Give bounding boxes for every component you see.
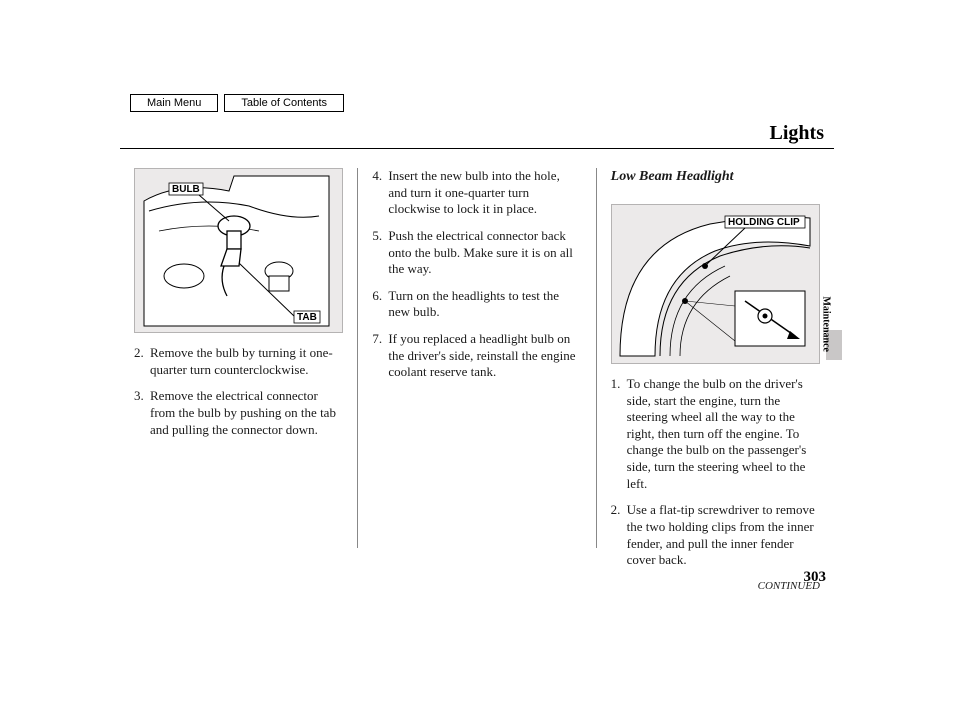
- title-rule: [120, 148, 834, 149]
- figure-holding-clip: HOLDING CLIP: [611, 204, 820, 364]
- step-number: 7.: [372, 331, 388, 381]
- fig-label-clip: HOLDING CLIP: [728, 217, 800, 228]
- content-columns: BULB TAB 2. Remove the bulb by turning i…: [120, 168, 834, 548]
- nav-buttons: Main Menu Table of Contents: [130, 94, 344, 112]
- column-2: 4. Insert the new bulb into the hole, an…: [357, 168, 596, 548]
- list-item: 3. Remove the electrical connector from …: [134, 388, 343, 438]
- main-menu-button[interactable]: Main Menu: [130, 94, 218, 112]
- list-item: 2. Use a flat-tip screwdriver to remove …: [611, 502, 820, 569]
- step-text: Use a flat-tip screwdriver to remove the…: [627, 502, 820, 569]
- list-item: 4. Insert the new bulb into the hole, an…: [372, 168, 581, 218]
- step-number: 1.: [611, 376, 627, 492]
- step-number: 5.: [372, 228, 388, 278]
- fig-label-tab: TAB: [297, 312, 317, 323]
- list-item: 1. To change the bulb on the driver's si…: [611, 376, 820, 492]
- list-item: 6. Turn on the headlights to test the ne…: [372, 288, 581, 321]
- step-text: Turn on the headlights to test the new b…: [388, 288, 581, 321]
- bulb-diagram-icon: BULB TAB: [139, 171, 339, 331]
- step-number: 2.: [134, 345, 150, 378]
- column-1: BULB TAB 2. Remove the bulb by turning i…: [120, 168, 357, 548]
- step-number: 4.: [372, 168, 388, 218]
- list-item: 2. Remove the bulb by turning it one-qua…: [134, 345, 343, 378]
- toc-button[interactable]: Table of Contents: [224, 94, 344, 112]
- step-text: Remove the bulb by turning it one-quarte…: [150, 345, 343, 378]
- fig-label-bulb: BULB: [172, 184, 200, 195]
- figure-bulb-tab: BULB TAB: [134, 168, 343, 333]
- step-number: 3.: [134, 388, 150, 438]
- page-title: Lights: [770, 122, 824, 145]
- column-3: Low Beam Headlight HOLDING: [597, 168, 834, 548]
- page-number: 303: [804, 569, 827, 586]
- continued-label: CONTINUED: [611, 579, 820, 593]
- step-number: 6.: [372, 288, 388, 321]
- step-text: If you replaced a headlight bulb on the …: [388, 331, 581, 381]
- step-text: Insert the new bulb into the hole, and t…: [388, 168, 581, 218]
- step-text: To change the bulb on the driver's side,…: [627, 376, 820, 492]
- step-text: Push the electrical connector back onto …: [388, 228, 581, 278]
- list-item: 7. If you replaced a headlight bulb on t…: [372, 331, 581, 381]
- list-item: 5. Push the electrical connector back on…: [372, 228, 581, 278]
- fender-diagram-icon: HOLDING CLIP: [615, 206, 815, 361]
- step-number: 2.: [611, 502, 627, 569]
- step-text: Remove the electrical connector from the…: [150, 388, 343, 438]
- sub-heading: Low Beam Headlight: [611, 168, 820, 186]
